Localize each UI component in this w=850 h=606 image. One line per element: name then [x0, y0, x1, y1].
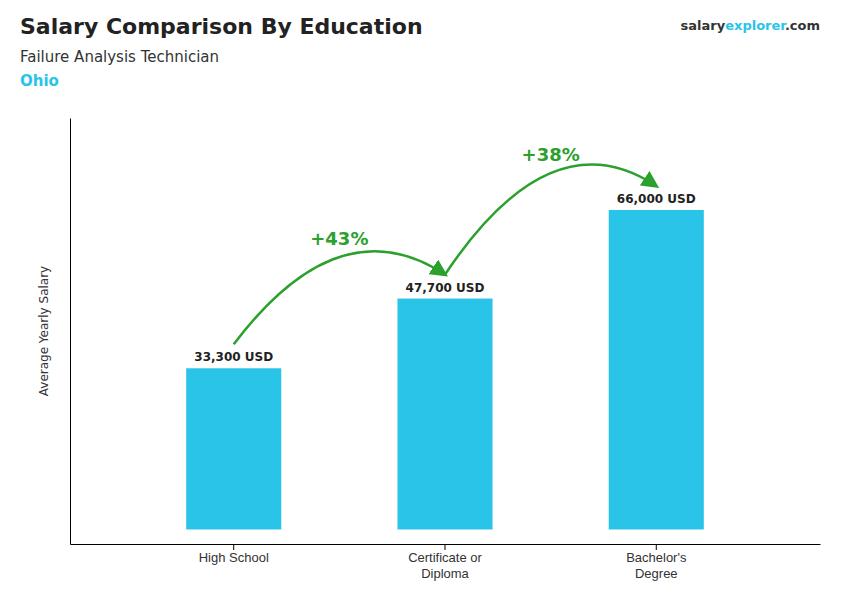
y-axis-line — [70, 119, 71, 545]
x-tick-label: Bachelor'sDegree — [626, 550, 687, 581]
x-tick: Certificate orDiploma — [408, 544, 482, 581]
data-label: 66,000 USD — [617, 192, 696, 206]
bar — [186, 368, 281, 529]
location: Ohio — [20, 72, 59, 90]
brand-part: explorer — [725, 18, 787, 33]
growth-arrow — [445, 165, 656, 275]
bar — [397, 299, 492, 530]
x-tick-mark — [445, 544, 446, 550]
x-tick-label-line: Bachelor's — [626, 550, 687, 565]
subtitle: Failure Analysis Technician — [20, 48, 219, 66]
x-tick-label-line: Degree — [635, 566, 678, 581]
x-tick-label: High School — [199, 550, 269, 565]
brand-part: salary — [681, 18, 726, 33]
data-label: 33,300 USD — [194, 350, 273, 364]
growth-arrow — [234, 251, 445, 344]
x-tick-label-line: High School — [199, 550, 269, 565]
plot: High School Certificate orDiploma Bachelor… — [71, 119, 821, 582]
x-tick-mark — [233, 544, 234, 550]
y-axis-label: Average Yearly Salary — [37, 266, 51, 396]
data-label: 47,700 USD — [406, 281, 485, 295]
chart: Salary Comparison By Education Failure An… — [0, 0, 850, 606]
growth-label: +43% — [310, 228, 368, 249]
data-labels: 33,300 USD 47,700 USD 66,000 USD — [194, 192, 695, 364]
brand: salaryexplorer.com — [681, 18, 820, 33]
x-tick-label-line: Certificate or — [408, 550, 482, 565]
growth-arrows: +43% +38% — [234, 144, 657, 344]
brand-part: .com — [785, 18, 820, 33]
x-tick-label: Certificate orDiploma — [408, 550, 482, 581]
y-axis — [70, 119, 71, 545]
title: Salary Comparison By Education — [20, 14, 423, 39]
x-tick: Bachelor'sDegree — [626, 544, 687, 581]
x-tick: High School — [199, 544, 269, 565]
x-axis: High School Certificate orDiploma Bachelor… — [71, 544, 821, 581]
bar — [609, 210, 704, 530]
x-tick-label-line: Diploma — [421, 566, 469, 581]
bars — [186, 210, 704, 530]
x-tick-mark — [656, 544, 657, 550]
growth-label: +38% — [522, 144, 580, 165]
